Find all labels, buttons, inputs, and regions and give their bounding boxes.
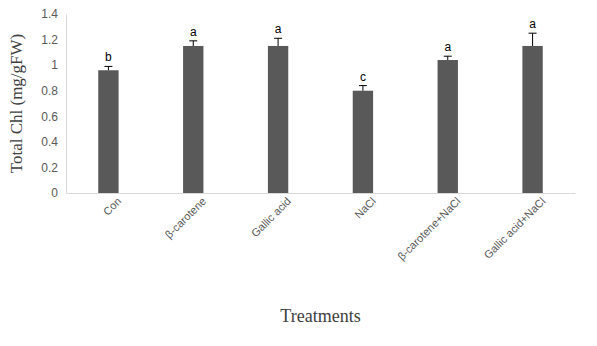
annotation: b [105,50,112,64]
error-stem [532,33,533,46]
x-tick: Gallic acid [249,193,293,239]
annotation: c [360,70,366,84]
bar [183,46,203,193]
error-stem [447,56,448,60]
y-tick: 1 [51,58,66,72]
bar [438,60,458,193]
y-tick: 0.4 [41,135,66,149]
error-cap [444,56,452,57]
error-bar [529,33,537,46]
x-axis: Con β-carotene Gallic acid NaCl β-carotene+N… [67,193,576,262]
x-tick-label: Gallic acid [249,195,293,239]
error-cap [274,38,282,39]
bar [268,46,288,193]
error-stem [193,41,194,46]
y-tick-label: 1.2 [41,33,58,47]
bars [98,33,543,193]
x-tick: Gallic acid+NaCl [481,193,547,261]
chart: 0 0.2 0.4 0.6 0.8 1 1.2 1.4 Con β-carotene Gallic … [0,0,597,346]
annotation: a [190,25,197,39]
y-tick-label: 0.8 [41,84,58,98]
error-stem [362,86,363,91]
y-tick: 0 [51,186,66,200]
x-tick-label: β-carotene+NaCl [395,195,463,263]
x-axis-title: Treatments [280,306,360,326]
error-cap [189,40,197,41]
y-tick: 0.2 [41,161,66,175]
y-tick: 0.8 [41,84,66,98]
error-bar [104,66,112,70]
error-bar [274,38,282,46]
annotation: a [529,17,536,31]
x-tick: β-carotene+NaCl [395,193,463,262]
error-cap [359,85,367,86]
annotation: a [275,22,282,36]
y-tick-label: 1 [51,58,58,72]
y-tick: 1.4 [41,7,66,21]
bar [522,46,542,193]
x-tick-label: Con [101,195,124,218]
y-axis-line [66,15,67,194]
x-tick: Con [101,193,124,218]
x-tick-label: Gallic acid+NaCl [481,195,547,261]
y-tick-label: 0.4 [41,135,58,149]
y-tick: 1.2 [41,33,66,47]
error-stem [278,38,279,46]
y-tick-label: 0.2 [41,161,58,175]
error-stem [108,66,109,70]
x-tick-label: NaCl [352,195,378,221]
error-bar [189,41,197,46]
error-bars [104,33,536,91]
error-bar [444,56,452,60]
error-bar [359,86,367,91]
error-cap [104,66,112,67]
x-axis-line [67,193,576,194]
x-tick-label: β-carotene [162,195,208,241]
y-tick-label: 0 [51,186,58,200]
bar [98,70,118,193]
y-axis: 0 0.2 0.4 0.6 0.8 1 1.2 1.4 [41,7,66,200]
y-tick: 0.6 [41,110,66,124]
y-tick-label: 1.4 [41,7,58,21]
y-axis-title: Total Chl (mg/gFW) [7,34,26,174]
annotations: b a a c a a [105,17,536,83]
x-tick: NaCl [352,193,378,221]
plot-area: 0 0.2 0.4 0.6 0.8 1 1.2 1.4 Con β-carotene Gallic … [41,7,575,262]
annotation: a [444,40,451,54]
y-tick-label: 0.6 [41,110,58,124]
error-cap [529,33,537,34]
x-tick: β-carotene [162,193,208,241]
bar [353,91,373,193]
